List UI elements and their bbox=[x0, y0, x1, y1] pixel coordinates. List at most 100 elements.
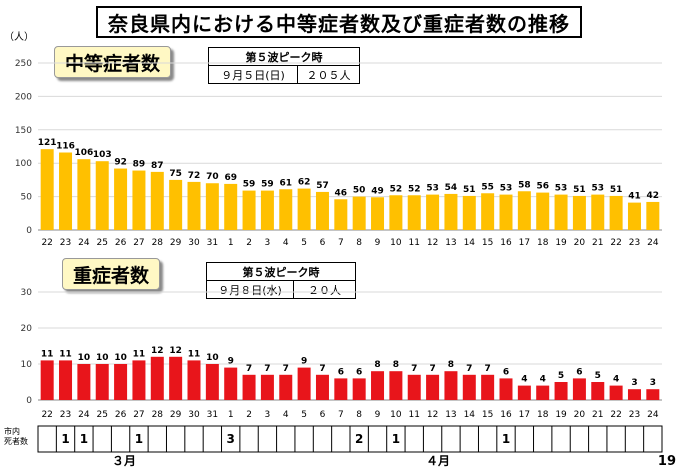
moderate-bar bbox=[59, 152, 73, 230]
severe-x-tick: 1 bbox=[228, 410, 234, 420]
severe-x-tick: 24 bbox=[78, 410, 90, 420]
severe-x-tick: 9 bbox=[375, 410, 381, 420]
moderate-data-label: 50 bbox=[353, 186, 366, 196]
moderate-bar bbox=[297, 188, 311, 230]
moderate-bar bbox=[315, 191, 329, 230]
moderate-data-label: 72 bbox=[188, 171, 201, 181]
moderate-data-label: 53 bbox=[591, 184, 604, 194]
severe-x-tick: 24 bbox=[647, 410, 659, 420]
severe-peak-value: ２０人 bbox=[308, 283, 341, 297]
moderate-x-tick: 21 bbox=[592, 238, 603, 248]
severe-bar bbox=[187, 360, 201, 400]
moderate-x-tick: 23 bbox=[60, 238, 71, 248]
severe-data-label: 7 bbox=[319, 364, 325, 374]
moderate-data-label: 49 bbox=[371, 186, 384, 196]
moderate-x-tick: 20 bbox=[574, 238, 586, 248]
moderate-data-label: 41 bbox=[628, 192, 641, 202]
moderate-data-label: 53 bbox=[426, 184, 439, 194]
severe-data-label: 7 bbox=[429, 364, 435, 374]
severe-bar bbox=[426, 374, 440, 400]
severe-y-tick: 0 bbox=[26, 396, 32, 406]
moderate-x-tick: 31 bbox=[207, 238, 218, 248]
severe-x-tick: 6 bbox=[320, 410, 326, 420]
moderate-x-tick: 24 bbox=[78, 238, 90, 248]
moderate-bar bbox=[132, 170, 146, 230]
deaths-cell-value: 1 bbox=[502, 432, 510, 446]
severe-data-label: 8 bbox=[448, 360, 454, 370]
moderate-bar bbox=[242, 190, 256, 230]
moderate-bar bbox=[224, 183, 238, 230]
severe-bar bbox=[646, 389, 660, 400]
severe-x-tick: 16 bbox=[500, 410, 512, 420]
deaths-cell-value: 3 bbox=[227, 432, 235, 446]
moderate-data-label: 53 bbox=[500, 184, 513, 194]
moderate-bar bbox=[627, 202, 641, 230]
moderate-x-tick: 18 bbox=[537, 238, 549, 248]
severe-bar bbox=[150, 356, 164, 400]
severe-bar bbox=[407, 374, 421, 400]
moderate-bar bbox=[114, 168, 128, 230]
moderate-peak-title: 第５波ピーク時 bbox=[209, 48, 359, 66]
unit-label: （人） bbox=[4, 32, 34, 43]
severe-x-tick: 28 bbox=[152, 410, 164, 420]
moderate-data-label: 116 bbox=[56, 142, 75, 152]
moderate-bar bbox=[536, 192, 550, 230]
severe-bar bbox=[444, 371, 458, 400]
severe-data-label: 3 bbox=[650, 378, 656, 388]
moderate-data-label: 70 bbox=[206, 172, 219, 182]
moderate-x-tick: 8 bbox=[356, 238, 362, 248]
severe-bar bbox=[481, 374, 495, 400]
moderate-bar bbox=[499, 194, 513, 230]
moderate-data-label: 103 bbox=[93, 150, 112, 160]
severe-bar bbox=[517, 385, 531, 400]
severe-x-tick: 25 bbox=[97, 410, 108, 420]
moderate-bar bbox=[554, 194, 568, 230]
severe-data-label: 11 bbox=[59, 349, 72, 359]
severe-data-label: 7 bbox=[466, 364, 472, 374]
month-label-april: ４月 bbox=[426, 454, 451, 468]
severe-x-tick: 19 bbox=[555, 410, 567, 420]
moderate-data-label: 61 bbox=[279, 178, 292, 188]
moderate-data-label: 89 bbox=[133, 160, 146, 170]
severe-data-label: 12 bbox=[169, 346, 182, 356]
moderate-data-label: 69 bbox=[224, 173, 237, 183]
moderate-data-label: 121 bbox=[38, 138, 57, 148]
severe-bar bbox=[95, 364, 109, 400]
severe-x-tick: 10 bbox=[390, 410, 402, 420]
moderate-data-label: 51 bbox=[573, 185, 586, 195]
moderate-x-tick: 9 bbox=[375, 238, 381, 248]
moderate-x-tick: 12 bbox=[427, 238, 438, 248]
moderate-bar bbox=[591, 194, 605, 230]
moderate-x-tick: 16 bbox=[500, 238, 512, 248]
severe-x-tick: 22 bbox=[610, 410, 621, 420]
moderate-peak-value: ２０５人 bbox=[306, 68, 351, 82]
moderate-x-tick: 27 bbox=[133, 238, 144, 248]
severe-data-label: 5 bbox=[595, 371, 601, 381]
moderate-bar bbox=[426, 194, 440, 230]
severe-bar bbox=[554, 382, 568, 400]
severe-x-tick: 18 bbox=[537, 410, 549, 420]
severe-data-label: 8 bbox=[374, 360, 380, 370]
severe-data-label: 6 bbox=[356, 367, 362, 377]
severe-x-tick: 27 bbox=[133, 410, 144, 420]
severe-x-tick: 23 bbox=[629, 410, 640, 420]
severe-x-tick: 22 bbox=[41, 410, 52, 420]
moderate-bar bbox=[279, 189, 293, 230]
severe-x-tick: 31 bbox=[207, 410, 218, 420]
severe-data-label: 4 bbox=[521, 375, 527, 385]
severe-data-label: 7 bbox=[485, 364, 491, 374]
moderate-bar bbox=[462, 195, 476, 230]
moderate-bar bbox=[572, 195, 586, 230]
severe-x-tick: 11 bbox=[409, 410, 420, 420]
severe-data-label: 4 bbox=[613, 375, 619, 385]
severe-x-tick: 21 bbox=[592, 410, 603, 420]
severe-peak-date: ９月８日(水) bbox=[207, 281, 294, 298]
severe-data-label: 7 bbox=[246, 364, 252, 374]
severe-y-tick: 30 bbox=[21, 288, 33, 298]
moderate-data-label: 53 bbox=[555, 184, 568, 194]
moderate-y-tick: 50 bbox=[21, 193, 33, 203]
moderate-x-tick: 29 bbox=[170, 238, 182, 248]
deaths-cell-value: 1 bbox=[61, 432, 69, 446]
moderate-bar bbox=[352, 196, 366, 230]
